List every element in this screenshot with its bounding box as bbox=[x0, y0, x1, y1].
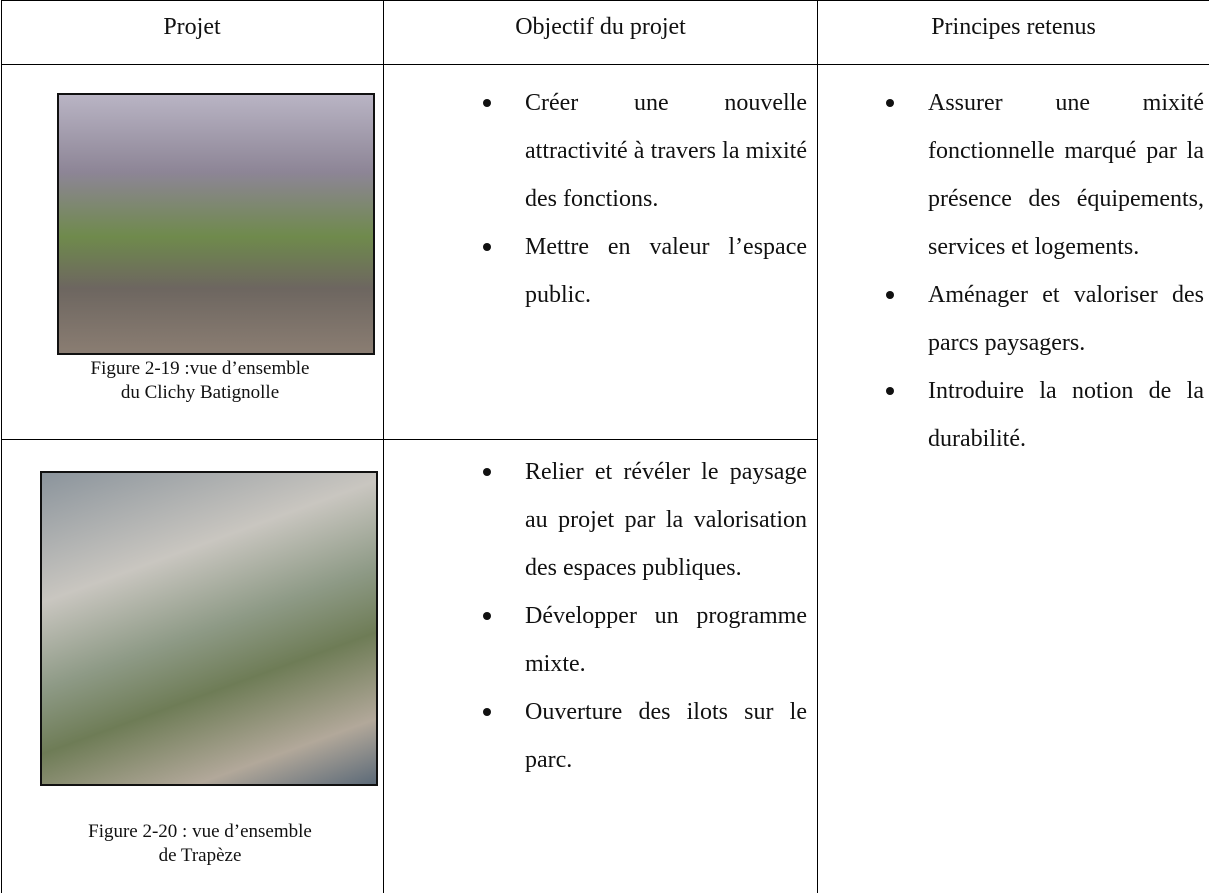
caption-line: du Clichy Batignolle bbox=[120, 382, 280, 403]
principle: Introduire la notion de la durabilité. bbox=[886, 367, 1204, 463]
rule bbox=[1, 439, 817, 440]
rule bbox=[383, 0, 384, 893]
caption-line: Figure 2-20 : vue d’ensemble bbox=[88, 821, 312, 842]
figure-image bbox=[40, 471, 378, 786]
rule bbox=[1, 0, 1209, 1]
figure-image bbox=[57, 93, 375, 355]
objective-list: Créer une nouvelle attractivité à traver… bbox=[483, 79, 807, 319]
header: Principes retenus bbox=[931, 14, 1096, 40]
objective: Ouverture des ilots sur le parc. bbox=[483, 688, 807, 784]
objective: Relier et révéler le paysage au projet p… bbox=[483, 448, 807, 592]
principle: Assurer une mixité fonctionnelle marqué … bbox=[886, 79, 1204, 271]
caption: Figure 2-20 : vue d’ensemble de Trapèze bbox=[40, 820, 360, 868]
rule bbox=[817, 0, 818, 893]
objective-list: Relier et révéler le paysage au projet p… bbox=[483, 448, 807, 784]
rule bbox=[1, 64, 1209, 65]
caption: Figure 2-19 :vue d’ensemble du Clichy Ba… bbox=[40, 357, 360, 405]
caption-line: Figure 2-19 :vue d’ensemble bbox=[90, 358, 310, 379]
objective: Mettre en valeur l’espace public. bbox=[483, 223, 807, 319]
objective: Développer un programme mixte. bbox=[483, 592, 807, 688]
principle: Aménager et valoriser des parcs paysager… bbox=[886, 271, 1204, 367]
caption-line: de Trapèze bbox=[158, 845, 242, 866]
header: Objectif du projet bbox=[515, 14, 686, 40]
principle-list: Assurer une mixité fonctionnelle marqué … bbox=[886, 79, 1204, 463]
header: Projet bbox=[163, 14, 221, 40]
rule bbox=[1, 0, 2, 893]
objective: Créer une nouvelle attractivité à traver… bbox=[483, 79, 807, 223]
